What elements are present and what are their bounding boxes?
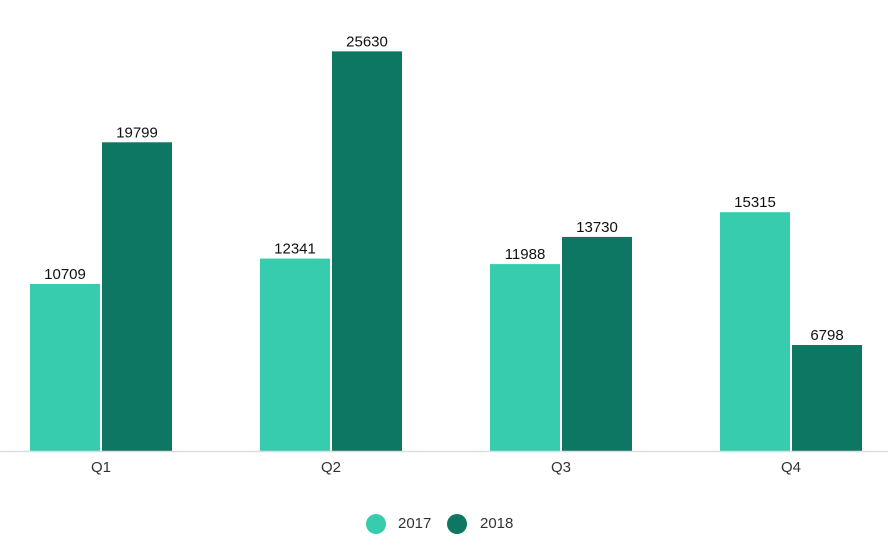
value-label-q4-2017: 15315 [734, 194, 776, 211]
legend-label-2017: 2017 [398, 515, 431, 532]
value-label-q1-2018: 19799 [116, 124, 158, 141]
legend-item-2018[interactable]: 2018 [447, 514, 513, 534]
category-label-q1: Q1 [91, 459, 111, 476]
bar-q2-2018[interactable] [332, 51, 402, 452]
category-label-q3: Q3 [551, 459, 571, 476]
legend-swatch-2018 [447, 514, 467, 534]
bar-q1-2018[interactable] [102, 142, 172, 451]
value-label-q2-2017: 12341 [274, 241, 316, 258]
value-label-q3-2017: 11988 [505, 246, 546, 263]
bars-layer [30, 51, 862, 452]
bar-q4-2017[interactable] [720, 212, 790, 451]
value-label-q2-2018: 25630 [346, 33, 388, 50]
category-label-q4: Q4 [781, 459, 801, 476]
legend[interactable]: 2017 2018 [366, 514, 513, 534]
category-labels-layer: Q1 Q2 Q3 Q4 [91, 459, 801, 476]
category-label-q2: Q2 [321, 459, 341, 476]
value-labels-layer: 10709 19799 12341 25630 11988 13730 15315 6798 [44, 33, 844, 344]
bar-q4-2018[interactable] [792, 345, 862, 451]
legend-item-2017[interactable]: 2017 [366, 514, 431, 534]
value-label-q3-2018: 13730 [576, 219, 618, 236]
bar-q2-2017[interactable] [260, 258, 330, 451]
value-label-q1-2017: 10709 [44, 266, 86, 283]
legend-swatch-2017 [366, 514, 386, 534]
legend-label-2018: 2018 [480, 515, 513, 532]
bar-q3-2018[interactable] [562, 236, 632, 451]
value-label-q4-2018: 6798 [810, 327, 843, 344]
bar-q1-2017[interactable] [30, 284, 100, 451]
bar-q3-2017[interactable] [490, 264, 560, 451]
